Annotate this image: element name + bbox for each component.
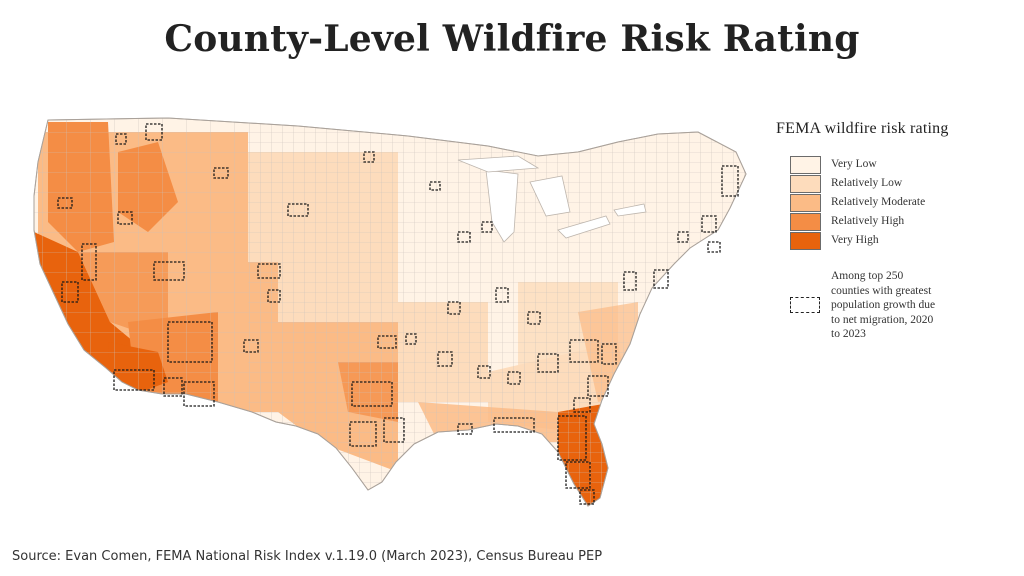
migration-county [61,281,79,303]
chart-title: County-Level Wildfire Risk Rating [164,18,860,60]
lake-erie [557,215,611,239]
migration-county [579,489,595,505]
migration-counties [57,123,739,505]
legend: FEMA wildfire risk rating Very Low Relati… [770,120,1010,359]
migration-county [383,417,405,443]
migration-county [537,353,559,373]
legend-swatch [790,156,821,174]
migration-county [243,339,259,353]
migration-county [701,215,717,233]
migration-county [167,321,213,363]
migration-county [457,231,471,243]
migration-county [287,203,309,217]
legend-item: Relatively Low [790,175,1010,194]
migration-county [267,289,281,303]
legend-categories: Very Low Relatively Low Relatively Moderat… [770,156,1010,251]
migration-county [707,241,721,253]
migration-county [405,333,417,345]
migration-county [145,123,163,141]
migration-county [601,343,617,365]
migration-county [113,369,155,391]
migration-county [623,271,637,291]
legend-migration-entry: Among top 250 counties with greatest pop… [770,269,1010,359]
migration-county [437,351,453,367]
migration-county [677,231,689,243]
legend-label: Relatively Low [831,177,903,189]
legend-item: Very Low [790,156,1010,175]
migration-county [569,339,599,363]
migration-county [163,377,183,397]
legend-label: Very High [831,234,879,246]
migration-county [81,243,97,281]
legend-item: Relatively High [790,213,1010,232]
migration-county [557,415,587,461]
migration-county [587,375,609,397]
legend-item: Relatively Moderate [790,194,1010,213]
lake-superior [457,155,540,173]
migration-county [527,311,541,325]
legend-label: Relatively Moderate [831,196,926,208]
migration-county [493,417,535,433]
migration-county [565,461,591,489]
migration-county [721,165,739,197]
legend-swatch [790,194,821,212]
migration-county [351,381,393,407]
migration-county [481,221,493,233]
legend-label: Relatively High [831,215,905,227]
us-county-map [18,112,750,518]
legend-title: FEMA wildfire risk rating [776,120,949,137]
lake-ontario [613,203,647,217]
migration-county [257,263,281,279]
legend-migration-label: Among top 250 counties with greatest pop… [831,270,936,340]
lake-huron [529,175,571,217]
dashed-outline-swatch [790,297,820,313]
legend-swatch [790,213,821,231]
county-boundaries-west [34,118,248,506]
migration-county [447,301,461,315]
legend-item: Very High [790,232,1010,251]
migration-county [117,211,133,225]
migration-county [573,397,591,413]
migration-county [429,181,441,191]
lake-michigan [485,169,519,243]
source-note: Source: Evan Comen, FEMA National Risk I… [12,549,603,564]
migration-county [495,287,509,303]
migration-county [507,371,521,385]
migration-county [183,381,215,407]
migration-county [377,335,397,349]
migration-county [363,151,375,163]
legend-swatch [790,232,821,250]
legend-swatch [790,175,821,193]
migration-county [477,365,491,379]
migration-county [349,421,377,447]
legend-label: Very Low [831,158,877,170]
migration-county [115,133,127,145]
